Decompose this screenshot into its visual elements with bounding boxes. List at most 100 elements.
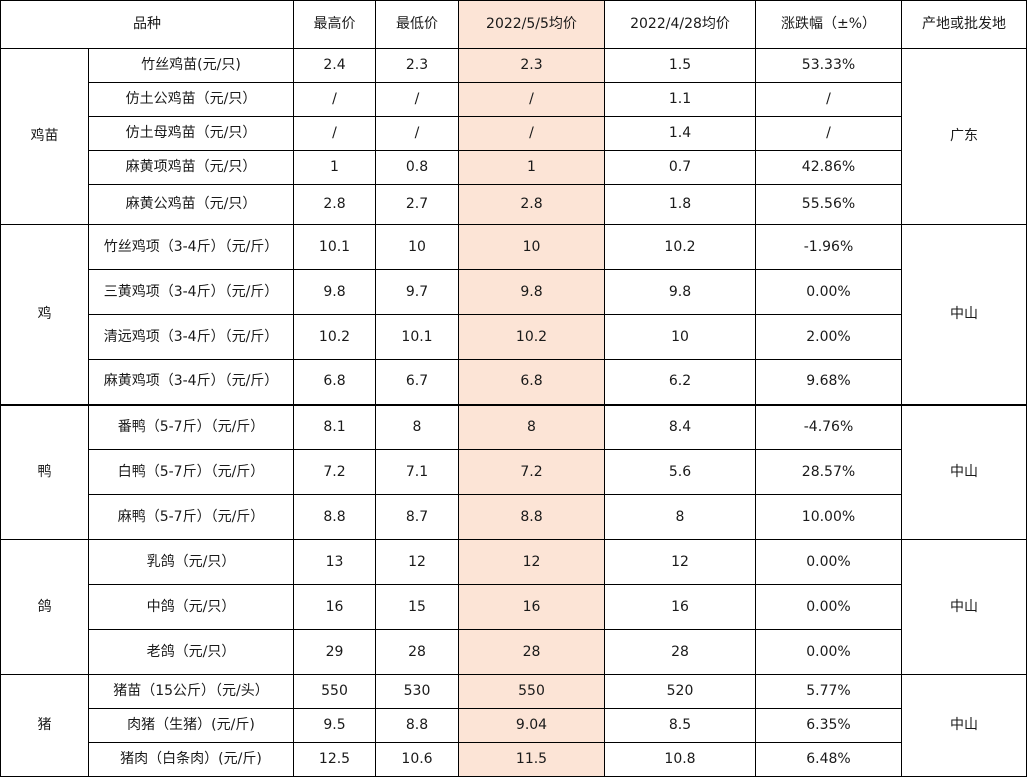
- min-price-cell: 2.7: [375, 184, 459, 225]
- header-origin: 产地或批发地: [901, 0, 1027, 49]
- variety-name-cell: 中鸽（元/只）: [88, 584, 294, 630]
- change-cell: 5.77%: [755, 674, 902, 709]
- variety-name-cell: 竹丝鸡项（3-4斤）（元/斤）: [88, 224, 294, 270]
- avg-current-cell: 8: [458, 403, 605, 450]
- avg-prev-cell: 10: [604, 314, 756, 360]
- table-row: 鸭番鸭（5-7斤）（元/斤） 8.1 8 8 8.4 -4.76% 中山: [0, 403, 1027, 540]
- avg-current-cell: 9.04: [458, 708, 605, 743]
- avg-current-cell: 10: [458, 224, 605, 270]
- avg-current-cell: 28: [458, 629, 605, 675]
- min-price-cell: 9.7: [375, 269, 459, 315]
- max-price-cell: 8.8: [293, 494, 376, 540]
- change-cell: 6.35%: [755, 708, 902, 743]
- header-avg-prev: 2022/4/28均价: [604, 0, 756, 49]
- avg-current-cell: 16: [458, 584, 605, 630]
- change-cell: /: [755, 82, 902, 117]
- avg-current-cell: 1: [458, 150, 605, 185]
- min-price-cell: 8: [375, 403, 459, 450]
- avg-current-cell: /: [458, 82, 605, 117]
- min-price-cell: /: [375, 82, 459, 117]
- table-row: 猪肉（白条肉）(元/斤) 12.5 10.6 11.5 10.8 6.48%: [1, 742, 1027, 777]
- avg-prev-cell: 9.8: [604, 269, 756, 315]
- origin-cell: 中山: [901, 403, 1027, 540]
- avg-current-cell: 10.2: [458, 314, 605, 360]
- variety-name-cell: 番鸭（5-7斤）（元/斤）: [88, 403, 294, 450]
- variety-name-cell: 乳鸽（元/只）: [88, 539, 294, 585]
- max-price-cell: 8.1: [293, 403, 376, 450]
- min-price-cell: 2.3: [375, 48, 459, 83]
- min-price-cell: 10: [375, 224, 459, 270]
- avg-prev-cell: 1.4: [604, 116, 756, 151]
- category-cell: 猪: [0, 674, 89, 777]
- max-price-cell: /: [293, 116, 376, 151]
- variety-name-cell: 老鸽（元/只）: [88, 629, 294, 675]
- avg-prev-cell: 16: [604, 584, 756, 630]
- avg-current-cell: 6.8: [458, 359, 605, 405]
- min-price-cell: 6.7: [375, 359, 459, 405]
- avg-current-cell: 8.8: [458, 494, 605, 540]
- max-price-cell: 16: [293, 584, 376, 630]
- change-cell: 9.68%: [755, 359, 902, 405]
- max-price-cell: 1: [293, 150, 376, 185]
- variety-name-cell: 清远鸡项（3-4斤）（元/斤）: [88, 314, 294, 360]
- max-price-cell: 9.5: [293, 708, 376, 743]
- variety-name-cell: 仿土公鸡苗（元/只）: [88, 82, 294, 117]
- header-min-price: 最低价: [375, 0, 459, 49]
- change-cell: 0.00%: [755, 539, 902, 585]
- variety-name-cell: 麻黄项鸡苗（元/只）: [88, 150, 294, 185]
- variety-name-cell: 麻黄鸡项（3-4斤）（元/斤）: [88, 359, 294, 405]
- min-price-cell: /: [375, 116, 459, 151]
- avg-prev-cell: 12: [604, 539, 756, 585]
- header-avg-current: 2022/5/5均价: [458, 0, 605, 49]
- table-body: 鸡苗 竹丝鸡苗(元/只) 2.4 2.3 2.3 1.5 53.33% 广东 仿土公鸡苗（元/只…: [0, 48, 1027, 777]
- avg-prev-cell: 1.5: [604, 48, 756, 83]
- avg-prev-cell: 5.6: [604, 449, 756, 495]
- avg-prev-cell: 28: [604, 629, 756, 675]
- max-price-cell: 12.5: [293, 742, 376, 777]
- origin-cell: 广东: [901, 48, 1027, 225]
- avg-prev-cell: 10.8: [604, 742, 756, 777]
- header-variety: 品种: [0, 0, 294, 49]
- min-price-cell: 10.6: [375, 742, 459, 777]
- variety-name-cell: 猪肉（白条肉）(元/斤): [88, 742, 294, 777]
- max-price-cell: 29: [293, 629, 376, 675]
- table-row: 肉猪（生猪）(元/斤) 9.5 8.8 9.04 8.5 6.35%: [1, 708, 1027, 743]
- table-row: 三黄鸡项（3-4斤）（元/斤） 9.8 9.7 9.8 9.8 0.00%: [1, 269, 1027, 315]
- change-cell: -1.96%: [755, 224, 902, 270]
- min-price-cell: 0.8: [375, 150, 459, 185]
- table-row: 麻鸭（5-7斤）（元/斤） 8.8 8.7 8.8 8 10.00%: [1, 494, 1027, 540]
- change-cell: 6.48%: [755, 742, 902, 777]
- change-cell: 55.56%: [755, 184, 902, 225]
- avg-current-cell: 2.8: [458, 184, 605, 225]
- avg-prev-cell: 6.2: [604, 359, 756, 405]
- table-row: 清远鸡项（3-4斤）（元/斤） 10.2 10.1 10.2 10 2.00%: [1, 314, 1027, 360]
- max-price-cell: /: [293, 82, 376, 117]
- avg-current-cell: 550: [458, 674, 605, 709]
- max-price-cell: 550: [293, 674, 376, 709]
- table-row: 老鸽（元/只） 29 28 28 28 0.00%: [1, 629, 1027, 675]
- min-price-cell: 530: [375, 674, 459, 709]
- variety-name-cell: 猪苗（15公斤）（元/头）: [88, 674, 294, 709]
- change-cell: 0.00%: [755, 269, 902, 315]
- table-row: 仿土公鸡苗（元/只） / //1.1/: [1, 82, 1027, 117]
- avg-prev-cell: 1.8: [604, 184, 756, 225]
- min-price-cell: 8.8: [375, 708, 459, 743]
- avg-prev-cell: 10.2: [604, 224, 756, 270]
- avg-prev-cell: 0.7: [604, 150, 756, 185]
- change-cell: 2.00%: [755, 314, 902, 360]
- avg-current-cell: 2.3: [458, 48, 605, 83]
- min-price-cell: 12: [375, 539, 459, 585]
- avg-current-cell: /: [458, 116, 605, 151]
- avg-prev-cell: 1.1: [604, 82, 756, 117]
- avg-prev-cell: 520: [604, 674, 756, 709]
- max-price-cell: 10.1: [293, 224, 376, 270]
- avg-current-cell: 11.5: [458, 742, 605, 777]
- max-price-cell: 13: [293, 539, 376, 585]
- change-cell: 53.33%: [755, 48, 902, 83]
- change-cell: 42.86%: [755, 150, 902, 185]
- header-change: 涨跌幅（±%）: [755, 0, 902, 49]
- min-price-cell: 15: [375, 584, 459, 630]
- header-row: 品种 最高价 最低价 2022/5/5均价 2022/4/28均价 涨跌幅（±%…: [0, 0, 1027, 49]
- max-price-cell: 6.8: [293, 359, 376, 405]
